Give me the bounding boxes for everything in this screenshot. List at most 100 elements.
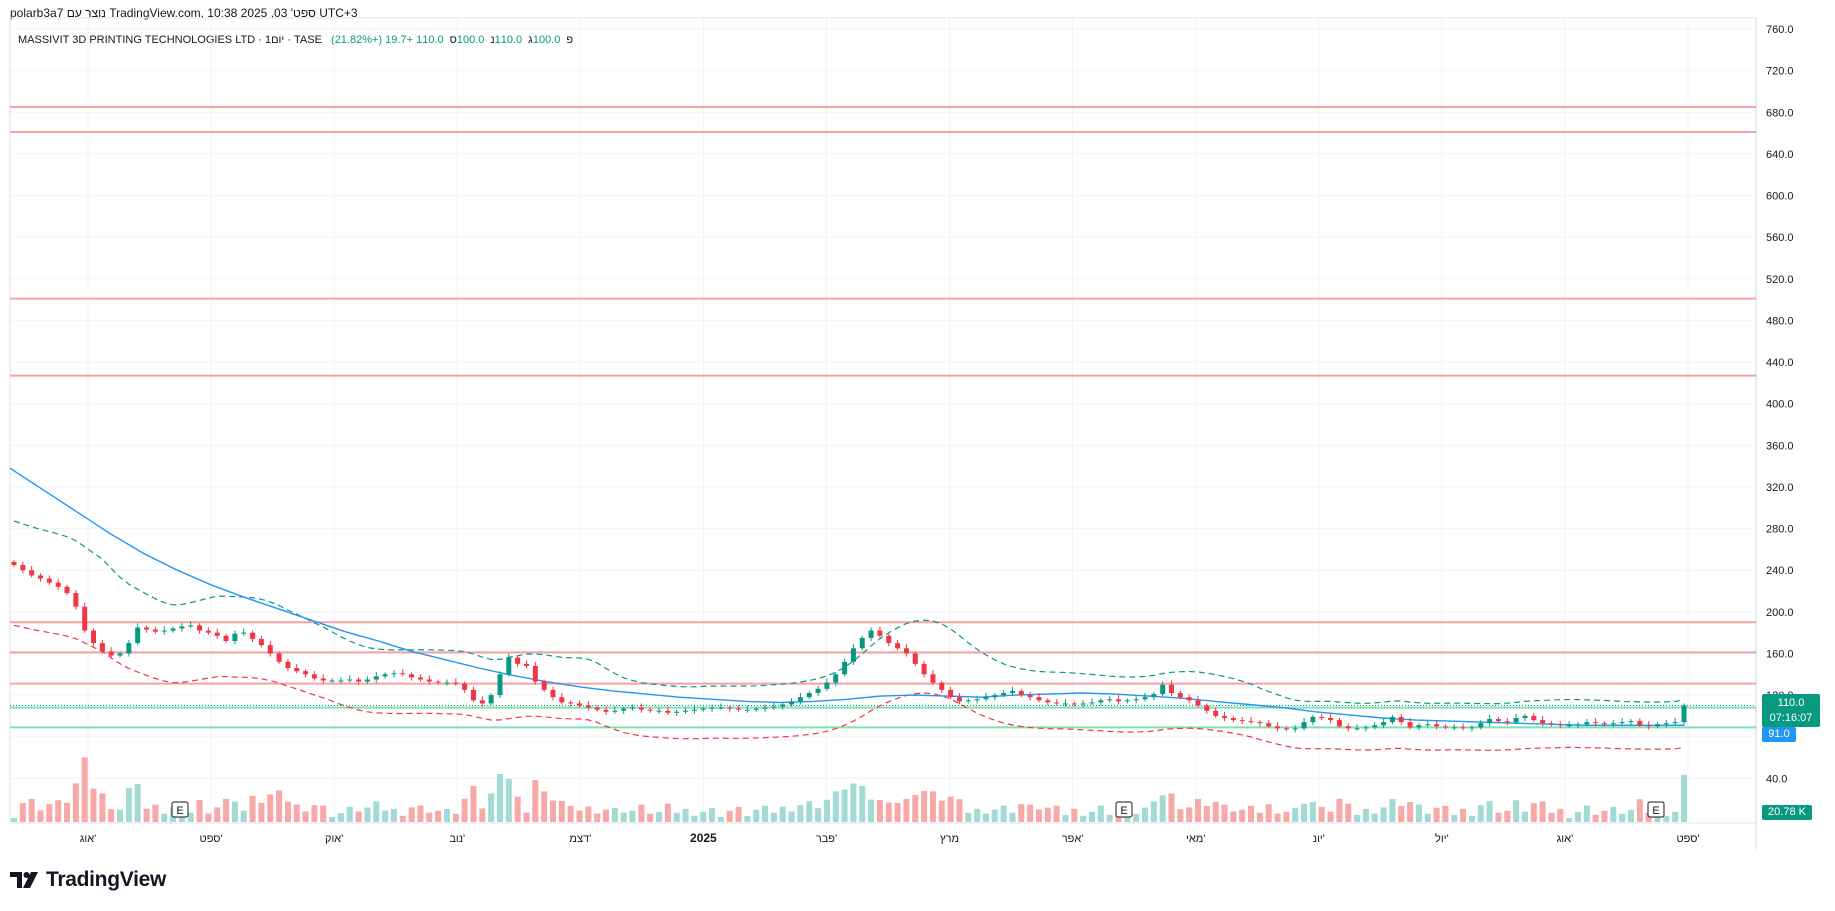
candle-body[interactable] (435, 681, 441, 683)
candle-body[interactable] (1398, 716, 1404, 723)
candle-body[interactable] (1487, 719, 1493, 724)
candle-body[interactable] (20, 565, 26, 571)
candle-body[interactable] (241, 632, 247, 634)
candle-body[interactable] (329, 680, 335, 682)
candle-body[interactable] (1451, 727, 1457, 729)
candle-body[interactable] (1548, 723, 1554, 725)
candle-body[interactable] (709, 707, 715, 709)
candle-body[interactable] (1584, 722, 1590, 725)
candle-body[interactable] (1495, 719, 1501, 722)
candle-body[interactable] (983, 697, 989, 700)
candle-body[interactable] (612, 710, 618, 712)
candle-body[interactable] (197, 625, 203, 631)
candle-body[interactable] (214, 632, 220, 636)
candle-body[interactable] (276, 653, 282, 662)
candle-body[interactable] (1610, 723, 1616, 725)
candle-body[interactable] (1469, 727, 1475, 729)
candle-body[interactable] (373, 676, 379, 680)
candle-body[interactable] (46, 578, 52, 583)
candle-body[interactable] (1531, 715, 1537, 721)
candle-body[interactable] (1566, 725, 1572, 727)
candle-body[interactable] (1557, 724, 1563, 726)
candle-body[interactable] (1301, 722, 1307, 729)
candle-body[interactable] (939, 682, 945, 690)
candle-body[interactable] (1001, 693, 1007, 696)
candle-body[interactable] (426, 679, 432, 682)
candle-body[interactable] (780, 704, 786, 707)
candle-body[interactable] (1089, 702, 1095, 704)
candle-body[interactable] (744, 709, 750, 711)
candle-body[interactable] (948, 689, 954, 698)
candle-body[interactable] (409, 674, 415, 678)
candle-body[interactable] (338, 680, 344, 682)
candle-body[interactable] (506, 657, 512, 675)
candle-body[interactable] (700, 708, 706, 710)
candle-body[interactable] (974, 699, 980, 701)
symbol-name[interactable]: MASSIVIT 3D PRINTING TECHNOLOGIES LTD · … (18, 34, 322, 46)
candle-body[interactable] (594, 707, 600, 710)
candle-body[interactable] (1036, 697, 1042, 701)
candle-body[interactable] (91, 630, 97, 644)
candle-body[interactable] (1628, 721, 1634, 723)
candle-body[interactable] (497, 674, 503, 696)
candle-body[interactable] (647, 709, 653, 711)
candle-body[interactable] (877, 630, 883, 636)
candle-body[interactable] (205, 630, 211, 633)
candle-body[interactable] (683, 710, 689, 712)
candle-body[interactable] (842, 661, 848, 675)
candle-body[interactable] (1522, 715, 1528, 719)
candle-body[interactable] (417, 677, 423, 680)
candle-body[interactable] (179, 626, 185, 629)
candle-body[interactable] (1672, 722, 1678, 724)
candle-body[interactable] (1575, 724, 1581, 726)
candle-body[interactable] (444, 682, 450, 684)
candle-body[interactable] (1142, 697, 1148, 700)
candle-body[interactable] (1195, 700, 1201, 706)
candle-body[interactable] (38, 575, 44, 579)
earnings-marker[interactable] (171, 801, 189, 818)
candle-body[interactable] (992, 695, 998, 698)
candle-body[interactable] (479, 700, 485, 704)
candle-body[interactable] (152, 629, 158, 632)
candle-body[interactable] (559, 697, 565, 703)
candle-body[interactable] (532, 665, 538, 682)
candle-body[interactable] (797, 697, 803, 702)
candle-body[interactable] (1098, 700, 1104, 703)
candle-body[interactable] (1292, 728, 1298, 730)
candle-body[interactable] (135, 627, 141, 644)
candle-body[interactable] (1425, 724, 1431, 726)
candle-body[interactable] (568, 702, 574, 704)
candle-body[interactable] (382, 674, 388, 677)
candle-body[interactable] (1222, 715, 1228, 719)
candle-body[interactable] (1266, 723, 1272, 727)
candle-body[interactable] (1275, 726, 1281, 729)
candle-body[interactable] (223, 635, 229, 641)
candle-body[interactable] (965, 700, 971, 702)
candle-body[interactable] (1160, 684, 1166, 695)
candle-body[interactable] (1460, 727, 1466, 729)
tradingview-logo[interactable]: TradingView (10, 868, 166, 892)
candle-body[interactable] (1442, 726, 1448, 728)
candle-body[interactable] (1601, 723, 1607, 725)
candle-body[interactable] (1027, 695, 1033, 698)
candle-body[interactable] (868, 630, 874, 638)
candle-body[interactable] (1230, 718, 1236, 721)
candle-body[interactable] (930, 674, 936, 683)
candle-body[interactable] (99, 643, 105, 652)
candle-body[interactable] (1416, 725, 1422, 728)
candle-body[interactable] (1062, 703, 1068, 705)
earnings-marker[interactable] (1115, 801, 1133, 818)
candle-body[interactable] (886, 635, 892, 644)
candle-body[interactable] (1213, 710, 1219, 716)
candle-body[interactable] (285, 661, 291, 669)
candle-body[interactable] (1389, 716, 1395, 723)
candle-body[interactable] (1637, 721, 1643, 726)
candle-body[interactable] (1336, 720, 1342, 727)
candle-body[interactable] (170, 628, 176, 631)
candle-body[interactable] (1319, 716, 1325, 719)
candle-body[interactable] (833, 674, 839, 683)
candle-body[interactable] (29, 570, 35, 576)
candle-body[interactable] (753, 708, 759, 710)
candle-body[interactable] (117, 653, 123, 656)
